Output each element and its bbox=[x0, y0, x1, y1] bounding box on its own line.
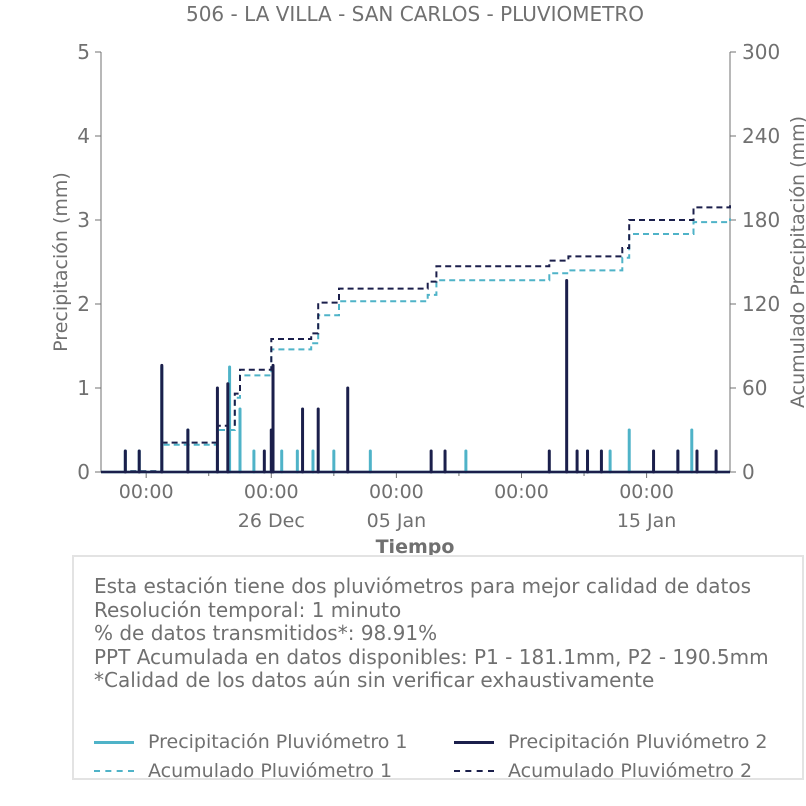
legend-label-a1: Acumulado Pluviómetro 1 bbox=[148, 760, 393, 782]
y-tick-label: 0 bbox=[77, 460, 90, 484]
y2-axis-label: Acumulado Precipitación (mm) bbox=[787, 116, 806, 408]
y2-tick-label: 180 bbox=[742, 208, 780, 232]
y-tick-label: 3 bbox=[77, 208, 90, 232]
info-text: Esta estación tiene dos pluviómetros par… bbox=[94, 574, 769, 693]
y2-tick-label: 0 bbox=[742, 460, 755, 484]
y2-tick-label: 300 bbox=[742, 40, 780, 64]
legend-swatch-p2 bbox=[454, 740, 494, 744]
info-line-accumulated: PPT Acumulada en datos disponibles: P1 -… bbox=[94, 644, 769, 669]
x-axis-label: Tiempo bbox=[376, 536, 455, 558]
legend-label-p1: Precipitación Pluviómetro 1 bbox=[148, 731, 408, 753]
x-tick-date-label: 15 Jan bbox=[617, 510, 677, 532]
info-line-stations: Esta estación tiene dos pluviómetros par… bbox=[94, 574, 752, 598]
legend-label-p2: Precipitación Pluviómetro 2 bbox=[508, 731, 768, 753]
x-tick-label: 00:00 bbox=[119, 481, 174, 503]
info-line-transmitted: % de datos transmitidos*: 98.91% bbox=[94, 621, 438, 645]
cumulative-line-p2 bbox=[101, 205, 731, 473]
y2-tick-label: 240 bbox=[742, 124, 780, 148]
legend-item-p2: Precipitación Pluviómetro 2 bbox=[454, 731, 768, 753]
x-tick-label: 00:00 bbox=[494, 481, 549, 503]
legend-swatch-a2 bbox=[454, 770, 494, 772]
cumulative-line-p1 bbox=[101, 218, 731, 473]
legend-item-p1: Precipitación Pluviómetro 1 bbox=[94, 731, 408, 753]
y-axis-label: Precipitación (mm) bbox=[50, 172, 72, 352]
x-tick-label: 00:00 bbox=[244, 481, 299, 503]
x-tick-label: 00:00 bbox=[369, 481, 424, 503]
y-tick-label: 4 bbox=[77, 124, 90, 148]
chart-title: 506 - LA VILLA - SAN CARLOS - PLUVIOMETR… bbox=[186, 2, 644, 26]
legend-item-a1: Acumulado Pluviómetro 1 bbox=[94, 760, 392, 782]
legend-swatch-p1 bbox=[94, 740, 134, 744]
info-line-quality-note: *Calidad de los datos aún sin verificar … bbox=[94, 668, 655, 692]
y-tick-label: 5 bbox=[77, 40, 90, 64]
y-tick-label: 2 bbox=[77, 292, 90, 316]
precipitation-chart: 506 - LA VILLA - SAN CARLOS - PLUVIOMETR… bbox=[50, 2, 806, 558]
x-tick-date-label: 05 Jan bbox=[367, 510, 427, 532]
x-tick-date-label: 26 Dec bbox=[238, 510, 305, 532]
legend-item-a2: Acumulado Pluviómetro 2 bbox=[454, 760, 752, 782]
y-tick-label: 1 bbox=[77, 376, 90, 400]
y2-tick-label: 120 bbox=[742, 292, 780, 316]
chart-marks bbox=[101, 205, 731, 474]
x-tick-label: 00:00 bbox=[619, 481, 674, 503]
y2-tick-label: 60 bbox=[742, 376, 767, 400]
info-panel: Esta estación tiene dos pluviómetros par… bbox=[72, 555, 804, 782]
legend-label-a2: Acumulado Pluviómetro 2 bbox=[508, 760, 753, 782]
axes: 0 1 2 3 4 5 0 60 120 180 240 300 00:00 00:00 26 Dec 00:… bbox=[77, 40, 780, 532]
info-line-resolution: Resolución temporal: 1 minuto bbox=[94, 597, 402, 622]
legend-swatch-a1 bbox=[94, 770, 134, 772]
